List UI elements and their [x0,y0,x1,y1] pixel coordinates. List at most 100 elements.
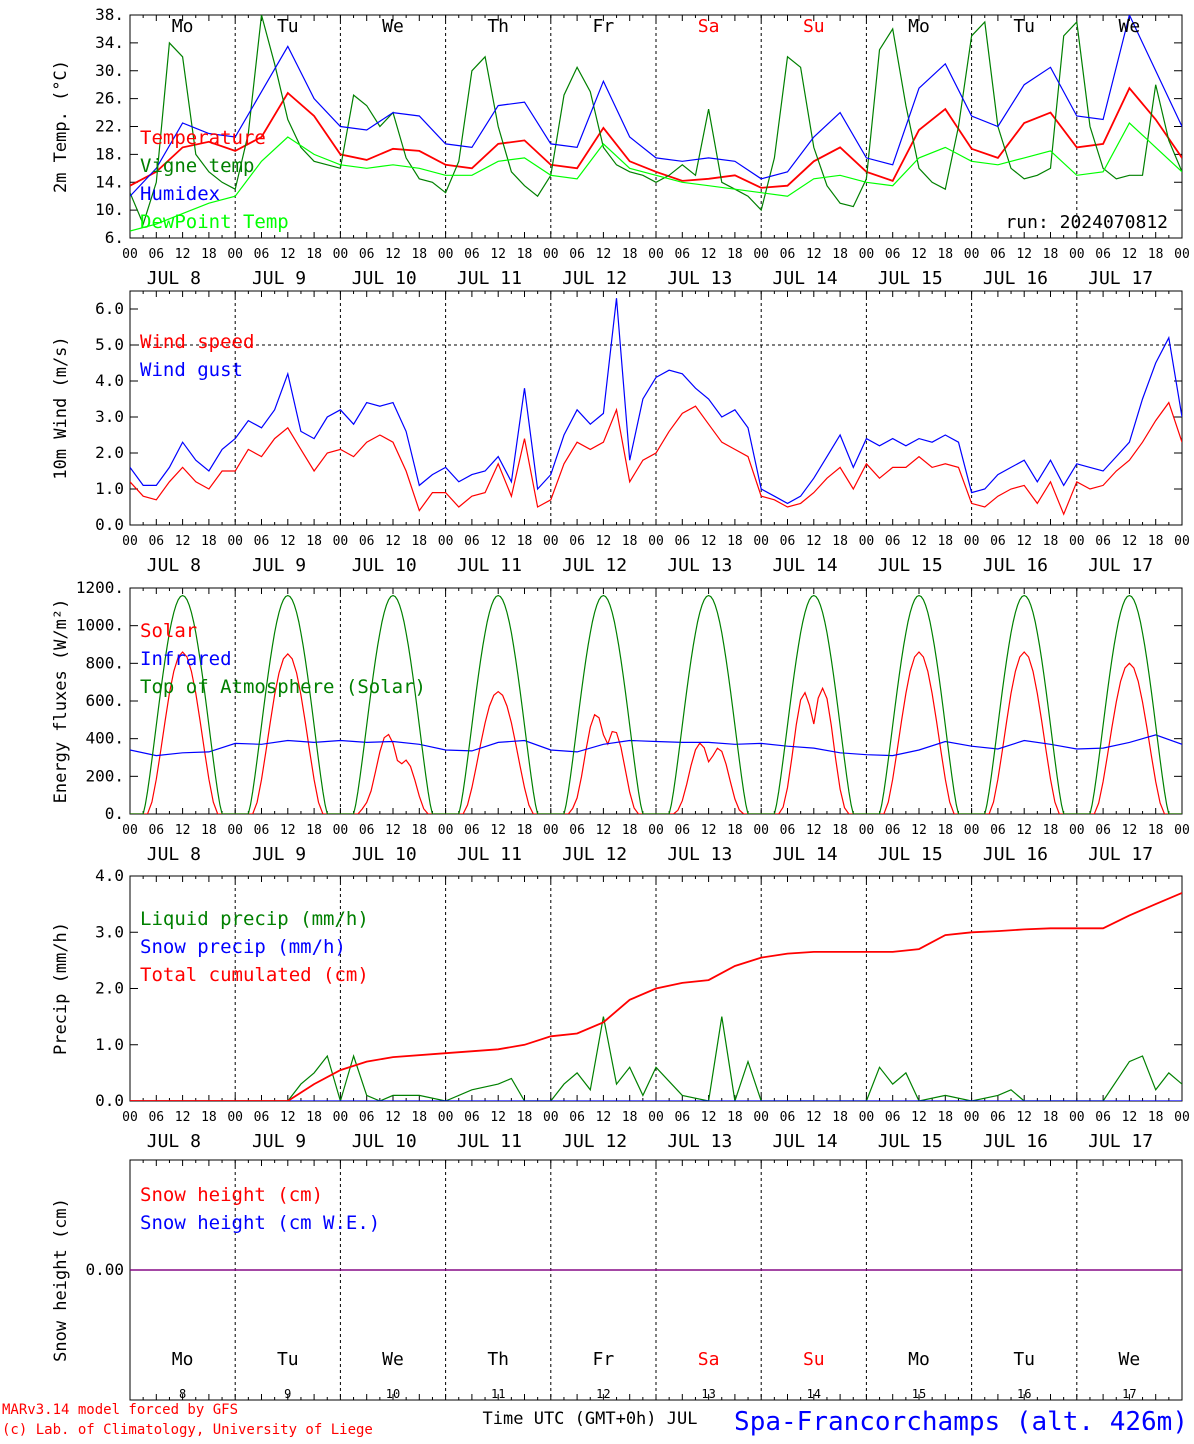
legend-entry: Wind gust [140,359,243,381]
series-line-solar [130,651,1182,814]
x-date-label: JUL 17 [1088,844,1153,865]
x-hour-label: 00 [1069,823,1085,838]
x-hour-label: 00 [1174,534,1190,549]
x-date-label: JUL 14 [773,268,838,289]
x-hour-label: 12 [280,247,296,262]
x-hour-label: 12 [806,1110,822,1125]
x-hour-label: 00 [648,534,664,549]
x-hour-label: 12 [911,534,927,549]
x-hour-label: 12 [806,823,822,838]
panel-2 [129,290,1183,526]
x-hour-label: 06 [780,534,796,549]
x-hour-label: 12 [490,1110,506,1125]
x-hour-label: 06 [359,1110,375,1125]
x-date-label: JUL 13 [667,555,732,576]
y-tick-label: 800. [85,653,124,672]
x-hour-label: 18 [306,1110,322,1125]
series-line-liquid-precip-mm-h- [130,1016,1182,1101]
x-hour-label: 12 [806,247,822,262]
legend-entry: Vigne temp [140,155,254,177]
y-tick-label: 1200. [76,578,124,597]
y-tick-label: 30. [95,61,124,80]
legend-entry: Solar [140,620,197,642]
x-hour-label: 12 [911,823,927,838]
x-hour-label: 06 [464,534,480,549]
x-date-label: JUL 11 [457,844,522,865]
x-hour-label: 12 [385,1110,401,1125]
x-hour-label: 18 [517,534,533,549]
x-hour-label: 18 [201,247,217,262]
y-axis-label: Energy fluxes (W/m²) [51,599,71,804]
y-tick-label: 22. [95,117,124,136]
run-label: run: 2024070812 [1005,212,1168,233]
x-hour-label: 00 [964,1110,980,1125]
weekday-label: Tu [1013,1349,1035,1370]
x-hour-label: 12 [1122,823,1138,838]
weekday-label: Su [803,16,825,37]
x-hour-label: 00 [333,534,349,549]
x-date-label: JUL 9 [252,555,306,576]
series-line-wind-speed [130,401,1182,516]
x-hour-label: 18 [832,247,848,262]
weekday-label: Tu [1013,16,1035,37]
footer-line-1: MARv3.14 model forced by GFS [2,1402,238,1418]
weekday-label: We [1119,16,1141,37]
x-hour-label: 18 [832,823,848,838]
x-hour-label: 00 [859,823,875,838]
x-hour-label: 18 [517,247,533,262]
series-group [130,594,1182,814]
x-hour-label: 12 [280,534,296,549]
y-tick-label: 1000. [76,616,124,635]
x-hour-label: 18 [1043,534,1059,549]
x-hour-label: 06 [674,534,690,549]
x-date-label: JUL 17 [1088,268,1153,289]
x-hour-label: 18 [201,823,217,838]
x-hour-label: 12 [701,534,717,549]
x-hour-label: 00 [333,1110,349,1125]
x-hour-label: 00 [543,247,559,262]
series-line-total-cumulated-cm- [130,892,1182,1101]
x-hour-label: 00 [964,823,980,838]
legend-entry: Humidex [140,183,220,205]
x-hour-label: 06 [148,1110,164,1125]
panel-1 [129,14,1183,239]
day-number-label: 8 [179,1387,186,1401]
y-tick-label: 5.0 [95,335,124,354]
y-tick-label: 4.0 [95,371,124,390]
weekday-label: Mo [172,16,194,37]
series-group [130,298,1182,516]
x-hour-label: 12 [701,1110,717,1125]
x-hour-label: 18 [832,1110,848,1125]
weekday-label: Mo [908,16,930,37]
x-hour-label: 00 [227,1110,243,1125]
x-hour-label: 00 [543,823,559,838]
x-date-label: JUL 8 [147,268,201,289]
x-hour-label: 18 [1043,247,1059,262]
y-tick-label: 3.0 [95,922,124,941]
x-hour-label: 12 [596,247,612,262]
x-hour-label: 00 [543,534,559,549]
x-date-label: JUL 13 [667,1131,732,1152]
x-hour-label: 06 [254,823,270,838]
x-hour-label: 12 [1122,1110,1138,1125]
x-hour-label: 12 [490,247,506,262]
x-date-label: JUL 16 [983,844,1048,865]
x-hour-label: 06 [359,247,375,262]
x-hour-label: 00 [859,534,875,549]
x-hour-label: 12 [596,1110,612,1125]
x-hour-label: 00 [648,823,664,838]
x-date-label: JUL 13 [667,268,732,289]
x-hour-label: 06 [885,823,901,838]
x-hour-label: 00 [753,534,769,549]
x-hour-label: 18 [411,823,427,838]
y-tick-label: 6. [105,228,124,247]
x-hour-label: 12 [175,1110,191,1125]
x-hour-label: 12 [911,1110,927,1125]
x-hour-label: 06 [1095,1110,1111,1125]
y-tick-label: 0.0 [95,1091,124,1110]
x-hour-label: 00 [122,247,138,262]
x-date-label: JUL 9 [252,844,306,865]
x-hour-label: 06 [464,823,480,838]
x-hour-label: 00 [648,1110,664,1125]
